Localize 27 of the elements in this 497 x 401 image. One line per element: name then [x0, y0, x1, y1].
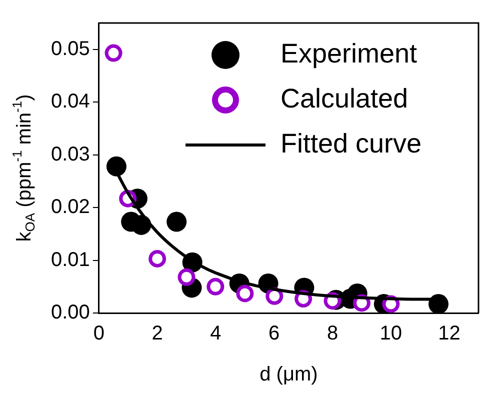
x-tick-label: 8 [326, 322, 338, 345]
legend-label: Fitted curve [280, 128, 422, 158]
y-tick-label: 0.04 [50, 90, 90, 113]
point [236, 284, 254, 302]
x-tick-label: 2 [152, 322, 163, 345]
x-axis-title: d (μm) [260, 364, 318, 386]
x-tick-label: 0 [93, 322, 104, 345]
x-tick-label: 10 [380, 322, 402, 345]
point [206, 278, 224, 296]
y-tick-label: 0.00 [50, 302, 90, 324]
y-tick-label: 0.03 [50, 143, 90, 166]
x-tick-label: 4 [210, 322, 222, 345]
point [166, 212, 187, 232]
point [178, 268, 196, 286]
point [428, 294, 448, 313]
point [148, 250, 166, 268]
y-tick-label: 0.01 [50, 248, 90, 271]
y-tick-label: 0.02 [50, 196, 90, 218]
y-tick-label: 0.05 [50, 38, 90, 60]
point [266, 287, 284, 305]
x-tick-label: 12 [438, 322, 460, 345]
y-axis-title: kOA (ppm-1 min-1) [10, 94, 38, 242]
legend-label: Calculated [280, 83, 408, 114]
point [104, 44, 122, 62]
point [106, 156, 126, 176]
legend-label: Experiment [280, 38, 418, 68]
x-tick-label: 6 [268, 322, 280, 345]
